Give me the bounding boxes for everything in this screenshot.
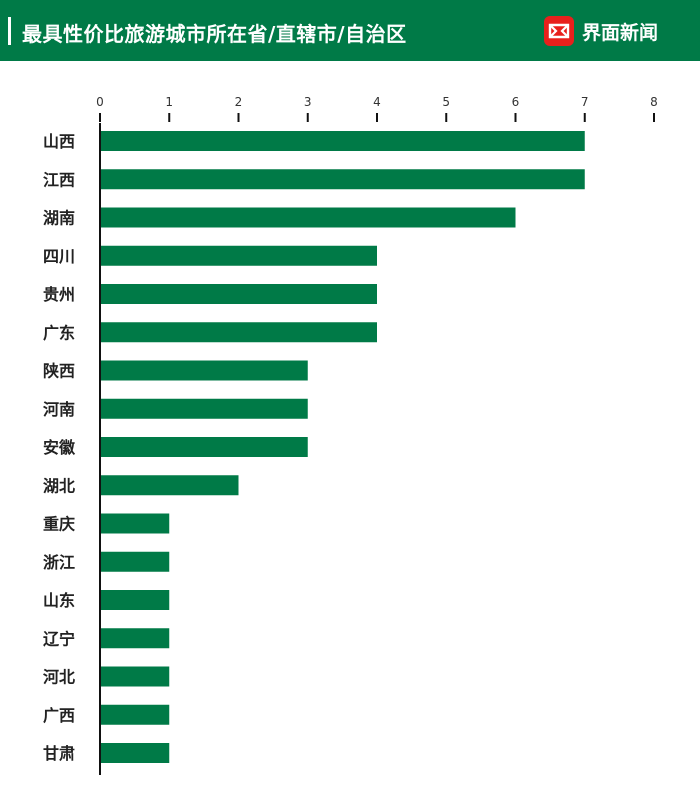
bar <box>100 169 585 190</box>
bar <box>100 590 170 610</box>
bar <box>100 284 377 304</box>
category-label: 广西 <box>43 706 75 725</box>
x-tick-label: 0 <box>96 95 104 109</box>
category-label: 浙江 <box>43 553 75 572</box>
category-label: 四川 <box>43 247 75 266</box>
category-label: 河北 <box>43 668 75 687</box>
brand[interactable]: 界面新闻 <box>544 16 658 46</box>
category-label: 重庆 <box>43 515 75 534</box>
bar <box>100 513 170 534</box>
x-tick-label: 6 <box>512 95 520 109</box>
bar <box>100 628 170 649</box>
x-tick-label: 5 <box>442 95 450 109</box>
bar <box>100 666 170 687</box>
bar <box>100 131 585 151</box>
jiemian-logo-icon <box>544 16 574 46</box>
category-label: 陕西 <box>43 362 75 381</box>
category-label: 江西 <box>43 170 75 189</box>
x-tick-label: 1 <box>165 95 173 109</box>
bar <box>100 551 170 572</box>
bar <box>100 704 170 725</box>
category-label: 甘肃 <box>43 744 75 763</box>
bar <box>100 437 308 457</box>
category-label: 安徽 <box>43 438 76 457</box>
category-label: 湖北 <box>43 476 75 495</box>
bar <box>100 475 239 496</box>
category-label: 湖南 <box>43 209 75 228</box>
bar <box>100 322 377 343</box>
x-tick-label: 4 <box>373 95 381 109</box>
chart-title: 最具性价比旅游城市所在省/直辖市/自治区 <box>22 22 407 46</box>
x-tick-label: 7 <box>581 95 589 109</box>
category-label: 广东 <box>43 323 75 342</box>
x-tick-label: 2 <box>235 95 243 109</box>
bar <box>100 743 170 763</box>
category-label: 贵州 <box>43 285 75 304</box>
brand-name: 界面新闻 <box>582 21 659 44</box>
title-accent-bar <box>8 17 11 45</box>
bar <box>100 360 308 381</box>
x-tick-label: 3 <box>304 95 312 109</box>
bar <box>100 207 516 228</box>
header-banner: 最具性价比旅游城市所在省/直辖市/自治区 界面新闻 <box>0 0 700 61</box>
category-label: 河南 <box>43 400 75 419</box>
category-label: 辽宁 <box>43 629 75 648</box>
x-tick-label: 8 <box>650 95 658 109</box>
bar <box>100 398 308 419</box>
category-label: 山西 <box>43 132 75 151</box>
category-label: 山东 <box>43 591 75 610</box>
jiemian-logo-glyph <box>548 23 570 39</box>
bar <box>100 245 377 266</box>
bar-chart: 0 1 2 3 4 5 6 7 8 山西江西湖南四川贵州广东陕西河南安徽湖北重庆浙江山东辽宁河北广… <box>43 95 658 775</box>
